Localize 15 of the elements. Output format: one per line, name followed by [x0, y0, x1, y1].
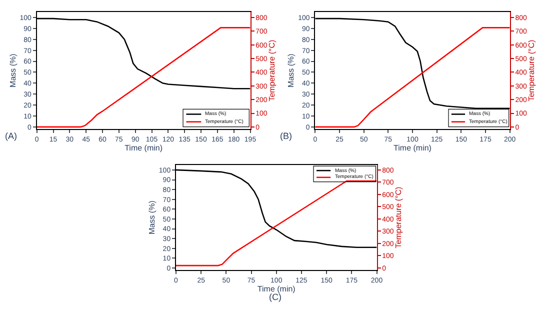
- y2-axis-title: Temperature (°C): [268, 40, 277, 102]
- text: (A): [5, 131, 17, 141]
- y-axis-title: Mass (%): [148, 200, 157, 234]
- text: (B): [280, 131, 292, 141]
- x-axis-title: Time (min): [394, 144, 432, 153]
- x-axis-title: Time (min): [257, 284, 296, 294]
- y-axis-title: Mass (%): [286, 53, 296, 88]
- text: (C): [269, 292, 282, 302]
- y-axis-title: Mass (%): [8, 53, 18, 88]
- x-axis-title: Time (min): [124, 144, 163, 153]
- y2-axis-title: Temperature (°C): [394, 186, 404, 248]
- line-series: [176, 180, 377, 266]
- y2-axis-title: Temperature (°C): [527, 40, 536, 102]
- line-series: [315, 27, 510, 128]
- line-series: [36, 27, 250, 128]
